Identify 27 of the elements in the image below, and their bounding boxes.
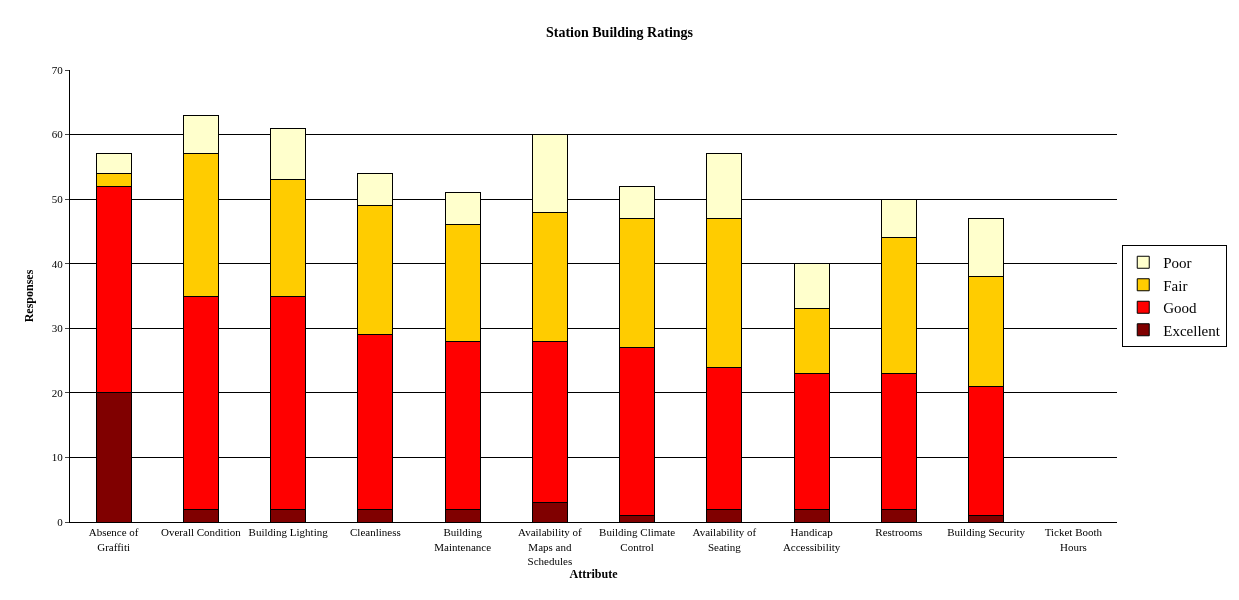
- y-tick-label: 40: [51, 257, 64, 270]
- x-axis-title: Attribute: [569, 566, 619, 581]
- legend-label: Excellent: [1163, 322, 1221, 339]
- x-tick-label: Building Security: [947, 526, 1026, 539]
- x-tick-label: Overall Condition: [161, 526, 242, 539]
- x-tick-label: Building Climate Control: [599, 526, 676, 553]
- y-tick-label: 0: [57, 515, 64, 528]
- y-tick-label: 20: [51, 386, 64, 399]
- x-tick-label: Handicap Accessibility: [782, 526, 841, 553]
- y-tick-label: 50: [51, 192, 64, 205]
- y-tick-label: 10: [51, 451, 64, 464]
- legend-label: Fair: [1163, 277, 1188, 294]
- x-tick-label: Absence of Graffiti: [88, 526, 139, 553]
- y-tick-label: 70: [51, 63, 64, 76]
- legend-label: Poor: [1163, 255, 1192, 272]
- legend-label: Good: [1163, 300, 1198, 317]
- y-axis-title: Responses: [22, 269, 37, 323]
- x-tick-label: Building Lighting: [248, 526, 329, 539]
- y-tick-label: 60: [51, 128, 64, 141]
- x-tick-label: Availability of Maps and Schedules: [518, 526, 583, 567]
- x-tick-label: Restrooms: [875, 526, 923, 539]
- x-tick-label: Availability of Seating: [692, 526, 757, 553]
- x-tick-label: Ticket Booth Hours: [1044, 526, 1103, 553]
- x-tick-label: Building Maintenance: [434, 526, 492, 553]
- y-tick-label: 30: [51, 322, 64, 335]
- x-tick-label: Cleanliness: [350, 526, 401, 539]
- chart-title: Station Building Ratings: [545, 24, 694, 40]
